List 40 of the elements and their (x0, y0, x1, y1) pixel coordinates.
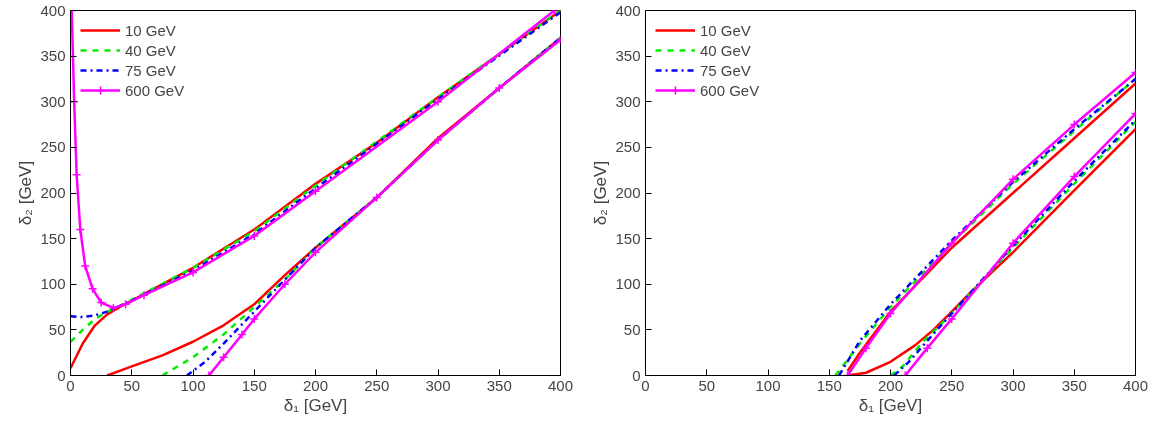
y-tick-label: 100 (40, 275, 66, 293)
x-tick-label: 200 (302, 376, 329, 394)
legend-label: 10 GeV (700, 21, 751, 39)
x-tick-label: 400 (547, 376, 574, 394)
y-tick-label: 250 (615, 138, 641, 156)
x-tick-label: 200 (877, 376, 904, 394)
x-tick-label: 250 (939, 376, 965, 394)
y-tick-label: 400 (40, 1, 66, 19)
y-tick-label: 250 (40, 138, 66, 156)
x-tick-label: 100 (180, 376, 206, 394)
y-axis-title: δ₂ [GeV] (16, 160, 36, 226)
y-tick-label: 200 (40, 184, 66, 201)
y-tick-label: 50 (623, 320, 641, 338)
y-tick-label: 50 (48, 320, 66, 338)
legend-label: 600 GeV (700, 81, 760, 99)
y-tick-label: 350 (615, 47, 641, 65)
x-tick-label: 150 (816, 376, 842, 394)
x-tick-label: 100 (755, 376, 781, 394)
x-tick-label: 350 (1061, 376, 1087, 394)
x-tick-label: 300 (1000, 376, 1026, 394)
y-tick-label: 100 (615, 275, 641, 293)
x-axis-title: δ₁ [GeV] (283, 395, 348, 415)
legend-label: 40 GeV (700, 41, 751, 59)
x-tick-label: 150 (241, 376, 267, 394)
y-tick-label: 300 (40, 92, 66, 110)
y-tick-label: 150 (40, 229, 66, 247)
x-tick-label: 250 (364, 376, 390, 394)
y-tick-label: 300 (615, 92, 641, 110)
x-tick-label: 400 (1122, 376, 1149, 394)
x-tick-label: 300 (425, 376, 451, 394)
y-tick-label: 200 (615, 184, 641, 201)
x-axis-title: δ₁ [GeV] (858, 395, 923, 415)
y-tick-label: 400 (615, 1, 641, 19)
y-axis-title: δ₂ [GeV] (591, 160, 611, 226)
x-tick-label: 50 (123, 376, 141, 394)
legend-label: 75 GeV (700, 61, 751, 79)
y-tick-label: 150 (615, 229, 641, 247)
y-tick-label: 350 (40, 47, 66, 65)
x-tick-label: 350 (486, 376, 512, 394)
x-tick-label: 50 (698, 376, 716, 394)
